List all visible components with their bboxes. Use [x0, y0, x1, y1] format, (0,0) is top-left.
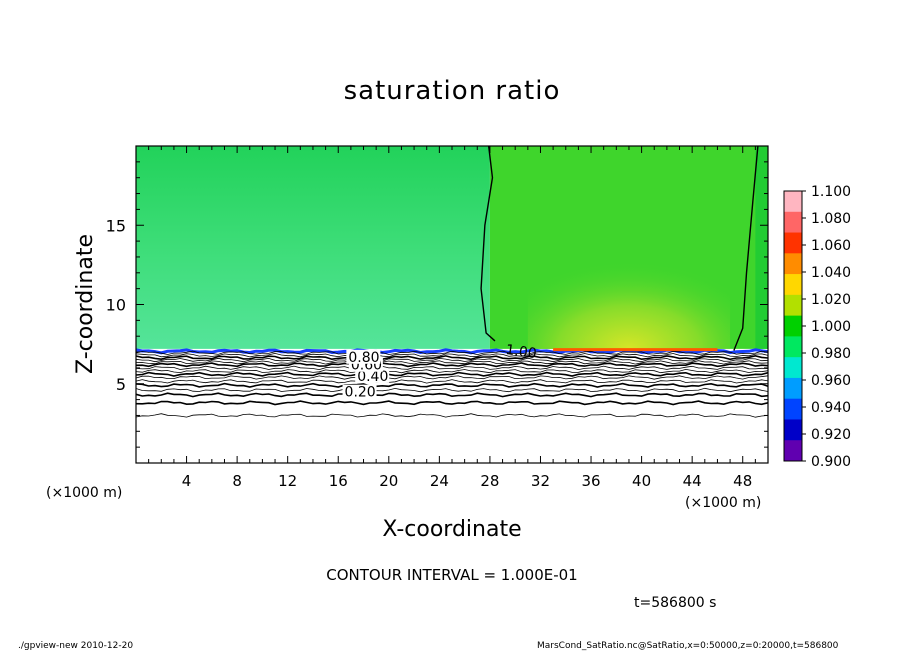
colorbar-label: 0.940: [811, 400, 851, 416]
contour-line: [135, 375, 769, 380]
x-tick-label: 20: [379, 472, 398, 490]
field-right-edge: [755, 146, 768, 349]
contour-line: [135, 352, 769, 358]
colorbar-swatch: [784, 377, 802, 400]
x-tick-label: 44: [683, 472, 702, 490]
x-axis-label: X-coordinate: [382, 517, 521, 542]
field-left-upper: [136, 146, 490, 349]
y-tick-label: 10: [106, 296, 126, 315]
contour-label-0-80: 0.80: [348, 350, 379, 366]
x-tick-label: 36: [581, 472, 600, 490]
contour-label-1-00: 1.00: [505, 342, 538, 362]
field-supersaturated-patch: [527, 225, 731, 349]
colorbar-swatch: [784, 294, 802, 317]
x-tick-label: 28: [480, 472, 499, 490]
chart-title: saturation ratio: [343, 76, 561, 106]
colorbar-label: 1.080: [811, 211, 851, 227]
footer-right-text: MarsCond_SatRatio.nc@SatRatio,x=0:50000,…: [537, 641, 839, 651]
contour-line: [135, 379, 769, 384]
contour-line: [135, 365, 769, 371]
colorbar-label: 1.000: [811, 319, 851, 335]
colorbar-swatch: [784, 274, 802, 296]
footer-left-text: ./gpview-new 2010-12-20: [18, 641, 134, 651]
contour-line: [135, 382, 769, 388]
contour-1-00-left: [480, 145, 496, 342]
y-axis-label: Z-coordinate: [73, 234, 98, 374]
colorbar-label: 0.920: [811, 427, 851, 443]
contour-line: [135, 413, 769, 418]
contour-label-bg: [342, 384, 377, 399]
x-tick-label: 32: [531, 472, 550, 490]
contour-line: [135, 362, 769, 368]
contour-line: [135, 360, 769, 365]
y-tick-label: 15: [106, 216, 126, 235]
colorbar-label: 0.960: [811, 373, 851, 389]
contour-label-0-20: 0.20: [345, 385, 376, 401]
colorbar-swatch: [784, 232, 802, 254]
x-tick-label: 12: [278, 472, 297, 490]
x-tick-label: 24: [430, 472, 449, 490]
x-tick-label: 4: [182, 472, 192, 490]
contour-line: [135, 354, 769, 361]
colorbar-label: 1.060: [811, 238, 851, 254]
colorbar-label: 1.100: [811, 184, 851, 200]
colorbar: 1.100 1.080 1.060 1.040 1.020 1.000 0.980 0.960…: [783, 184, 851, 470]
x-unit-left: (×1000 m): [46, 485, 122, 501]
colorbar-swatch: [784, 357, 802, 379]
axes: 4 8 12 16 20 24 28 32 36 40 44 4851015X-coordinateZ…: [46, 145, 769, 542]
colorbar-swatch: [784, 336, 802, 358]
colorbar-swatch: [784, 398, 802, 420]
x-tick-label: 40: [632, 472, 651, 490]
colorbar-swatch: [784, 253, 802, 275]
colorbar-swatch: [784, 211, 802, 234]
contour-label-0-40: 0.40: [357, 369, 388, 385]
colorbar-swatch: [784, 315, 802, 337]
colorbar-label: 0.900: [811, 454, 851, 470]
contour-line: [135, 387, 769, 393]
contour-1-00-right: [733, 145, 759, 351]
y-tick-label: 5: [116, 375, 126, 394]
colorbar-swatch: [784, 419, 802, 441]
contour-interval-label: CONTOUR INTERVAL = 1.000E-01: [326, 566, 578, 584]
contour-line: [135, 350, 769, 356]
colorbar-swatch: [784, 191, 802, 213]
x-unit-right: (×1000 m): [685, 495, 761, 511]
contour-line: [135, 392, 769, 398]
contour-line: [135, 368, 769, 374]
x-tick-label: 16: [329, 472, 348, 490]
contour-line: [135, 371, 769, 377]
colorbar-label: 1.020: [811, 292, 851, 308]
contour-label-bg: [346, 349, 381, 364]
contour-label-bg: [355, 368, 390, 383]
contour-line: [135, 357, 769, 363]
x-tick-label: 8: [232, 472, 242, 490]
x-tick-label: 48: [733, 472, 752, 490]
colorbar-label: 1.040: [811, 265, 851, 281]
plot-area: 0.200.400.600.80 1.00: [135, 145, 769, 463]
colorbar-label: 0.980: [811, 346, 851, 362]
colorbar-swatch: [784, 440, 802, 462]
time-label: t=586800 s: [634, 595, 717, 611]
contour-line: [135, 400, 769, 406]
